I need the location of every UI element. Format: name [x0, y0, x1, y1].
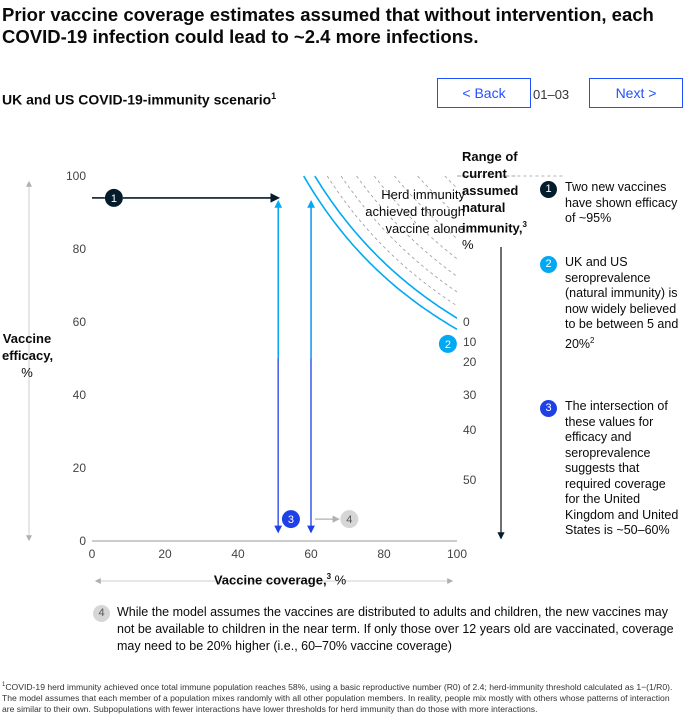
legend-text: The intersection of these values for eff… [565, 399, 679, 537]
marker-2-circle [438, 334, 457, 353]
immunity-curve [326, 175, 458, 307]
legend-number-3: 3 [540, 400, 557, 417]
immunity-curve [373, 175, 458, 260]
footnote: 1COVID-19 herd immunity achieved once to… [2, 681, 673, 714]
y-tick-label: 40 [73, 388, 87, 402]
marker-1-label: 1 [111, 193, 117, 205]
herd-immunity-annotation: Herd immunity achieved through vaccine a… [365, 187, 465, 236]
y-tick-label: 100 [66, 169, 86, 183]
highlight-curve [314, 175, 458, 319]
x-tick-label: 0 [89, 547, 96, 561]
page-indicator: 01–03 [533, 87, 570, 102]
legend-text: UK and US seroprevalence (natural immuni… [565, 255, 679, 351]
x-axis-label: Vaccine coverage,3 % [213, 572, 347, 588]
note-text: While the model assumes the vaccines are… [117, 605, 674, 653]
x-tick-label: 100 [447, 547, 467, 561]
marker-3-label: 3 [288, 514, 294, 526]
page-title: Prior vaccine coverage estimates assumed… [2, 4, 654, 47]
immunity-tick-label: 20 [463, 355, 477, 369]
legend-text: Two new vaccines have shown efficacy of … [565, 180, 678, 225]
legend-number-2: 2 [540, 256, 557, 273]
marker-3-circle [281, 510, 300, 529]
x-tick-label: 60 [304, 547, 318, 561]
chart-subtitle: UK and US COVID-19-immunity scenario1 [2, 91, 277, 108]
immunity-tick-label: 40 [463, 423, 477, 437]
legend-item-1: 1 Two new vaccines have shown efficacy o… [540, 180, 682, 227]
note-4: 4 While the model assumes the vaccines a… [93, 604, 678, 655]
immunity-tick-label: 50 [463, 473, 477, 487]
note-number-4: 4 [93, 605, 110, 622]
marker-2-label: 2 [445, 339, 451, 351]
legend-item-2: 2 UK and US seroprevalence (natural immu… [540, 255, 682, 352]
immunity-tick-label: 30 [463, 388, 477, 402]
legend-item-3: 3 The intersection of these values for e… [540, 399, 682, 539]
legend-number-1: 1 [540, 181, 557, 198]
immunity-tick-label: 10 [463, 335, 477, 349]
marker-4-label: 4 [346, 514, 352, 526]
y-tick-label: 60 [73, 315, 87, 329]
right-axis-label: Range of current assumed natural immunit… [462, 149, 527, 253]
x-tick-label: 40 [231, 547, 245, 561]
marker-1-circle [104, 188, 123, 207]
y-axis-label: Vaccine efficacy,% [2, 331, 54, 380]
y-tick-label: 0 [79, 534, 86, 548]
immunity-curve [444, 175, 458, 189]
immunity-curve [340, 175, 458, 293]
highlight-curve [303, 175, 458, 330]
x-tick-label: 20 [158, 547, 172, 561]
y-tick-label: 80 [73, 242, 87, 256]
x-tick-label: 80 [377, 547, 391, 561]
immunity-curve [356, 175, 458, 277]
back-button[interactable]: < Back [437, 78, 531, 108]
y-tick-label: 20 [73, 461, 87, 475]
immunity-tick-label: 0 [463, 315, 470, 329]
marker-4-circle [340, 510, 359, 529]
immunity-curve [394, 175, 458, 239]
